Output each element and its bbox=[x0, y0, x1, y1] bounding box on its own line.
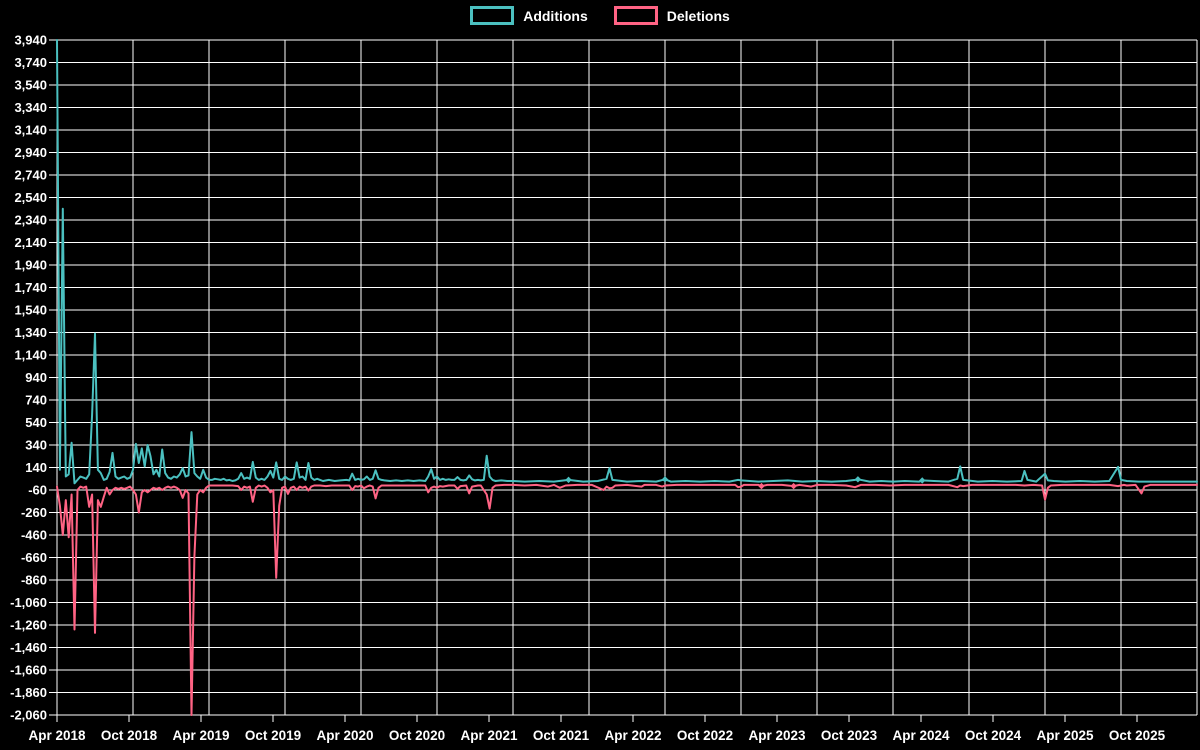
x-axis-tick-label: Oct 2024 bbox=[965, 728, 1022, 743]
y-axis-tick-label: 1,140 bbox=[14, 348, 47, 363]
y-axis-tick-label: 1,340 bbox=[14, 325, 47, 340]
additions-point-marker bbox=[854, 476, 862, 483]
y-axis-tick-label: 3,340 bbox=[14, 100, 47, 115]
y-axis-tick-label: 140 bbox=[25, 460, 47, 475]
y-axis-tick-label: 2,940 bbox=[14, 145, 47, 160]
additions-legend-label: Additions bbox=[523, 7, 588, 24]
additions-point-marker bbox=[919, 477, 926, 484]
y-axis-tick-label: 2,140 bbox=[14, 235, 47, 250]
x-axis-tick-label: Oct 2022 bbox=[677, 728, 733, 743]
y-axis-tick-label: 3,140 bbox=[14, 123, 47, 138]
x-axis-tick-label: Oct 2025 bbox=[1109, 728, 1166, 743]
y-axis-tick-label: -660 bbox=[21, 550, 47, 565]
y-axis-tick-label: -260 bbox=[21, 505, 47, 520]
y-axis-tick-label: 2,540 bbox=[14, 190, 47, 205]
y-axis-tick-label: 1,940 bbox=[14, 258, 47, 273]
y-axis-tick-label: -1,460 bbox=[10, 640, 47, 655]
deletions-swatch-icon bbox=[613, 6, 658, 25]
x-axis-tick-label: Oct 2018 bbox=[101, 728, 158, 743]
y-axis-tick-label: -1,260 bbox=[10, 618, 47, 633]
y-axis-tick-label: -2,060 bbox=[10, 708, 47, 723]
x-axis-tick-label: Apr 2018 bbox=[28, 728, 86, 743]
x-axis-tick-label: Apr 2024 bbox=[892, 728, 950, 743]
x-axis-tick-label: Apr 2021 bbox=[460, 728, 518, 743]
y-axis-tick-label: -460 bbox=[21, 528, 47, 543]
additions-point-marker bbox=[661, 476, 669, 483]
additions-point-marker bbox=[565, 476, 572, 484]
y-axis-tick-label: -860 bbox=[21, 573, 47, 588]
additions-line bbox=[56, 39, 1198, 485]
y-axis-tick-label: -1,860 bbox=[10, 685, 47, 700]
x-axis-tick-label: Oct 2020 bbox=[389, 728, 445, 743]
y-axis-tick-label: 3,540 bbox=[14, 78, 47, 93]
y-axis-tick-label: -60 bbox=[28, 483, 47, 498]
y-axis-tick-label: 2,340 bbox=[14, 213, 47, 228]
y-axis-tick-label: 2,740 bbox=[14, 168, 47, 183]
x-axis-tick-label: Apr 2020 bbox=[316, 728, 373, 743]
legend-item-additions[interactable]: Additions bbox=[470, 6, 588, 25]
x-axis-tick-label: Oct 2023 bbox=[821, 728, 878, 743]
additions-swatch-icon bbox=[470, 6, 515, 25]
deletions-point-marker bbox=[758, 482, 765, 490]
y-axis-tick-label: -1,060 bbox=[10, 595, 47, 610]
deletions-line bbox=[56, 483, 1198, 716]
y-axis-tick-label: 740 bbox=[25, 393, 47, 408]
x-axis-tick-label: Oct 2021 bbox=[533, 728, 590, 743]
y-axis-tick-label: 3,940 bbox=[14, 33, 47, 48]
chart-legend: Additions Deletions bbox=[0, 6, 1200, 25]
y-axis-tick-label: 540 bbox=[25, 415, 47, 430]
y-axis-tick-label: 1,540 bbox=[14, 303, 47, 318]
legend-item-deletions[interactable]: Deletions bbox=[613, 6, 730, 25]
x-axis-tick-label: Apr 2025 bbox=[1036, 728, 1094, 743]
y-axis-tick-label: 940 bbox=[25, 370, 47, 385]
x-axis-tick-label: Apr 2023 bbox=[748, 728, 806, 743]
deletions-legend-label: Deletions bbox=[666, 7, 730, 24]
x-axis-tick-label: Oct 2019 bbox=[245, 728, 301, 743]
x-axis-tick-label: Apr 2019 bbox=[172, 728, 229, 743]
x-axis-tick-label: Apr 2022 bbox=[604, 728, 661, 743]
y-axis-tick-label: 1,740 bbox=[14, 280, 47, 295]
deletions-point-marker bbox=[790, 482, 797, 490]
y-axis-tick-label: 340 bbox=[25, 438, 47, 453]
y-axis-tick-label: 3,740 bbox=[14, 55, 47, 70]
y-axis-tick-label: -1,660 bbox=[10, 663, 47, 678]
